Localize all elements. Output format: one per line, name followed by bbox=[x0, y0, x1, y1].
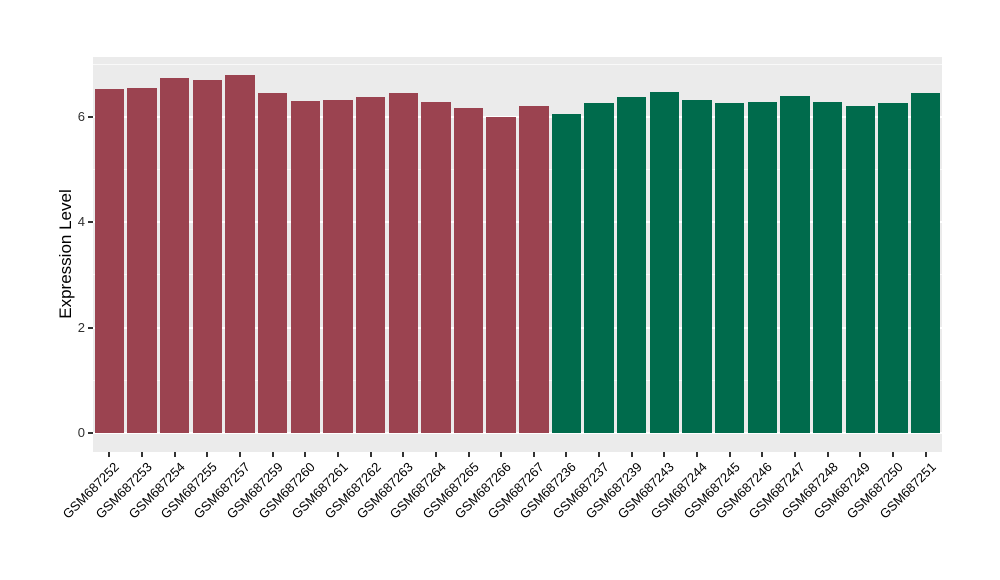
gridline-major bbox=[93, 115, 942, 118]
gridline-minor bbox=[93, 169, 942, 170]
y-tick-label: 0 bbox=[77, 425, 85, 440]
bar-GSM687244 bbox=[682, 99, 712, 433]
bar-GSM687248 bbox=[813, 101, 843, 433]
x-tick-mark bbox=[434, 452, 437, 457]
bar-GSM687259 bbox=[257, 92, 288, 433]
x-tick-mark bbox=[663, 452, 666, 457]
x-tick-mark bbox=[892, 452, 895, 457]
x-tick-mark bbox=[140, 452, 143, 457]
y-tick-mark bbox=[88, 221, 93, 224]
bar-GSM687247 bbox=[780, 96, 810, 433]
bar-GSM687261 bbox=[323, 99, 353, 433]
x-tick-mark bbox=[238, 452, 241, 457]
x-tick-mark bbox=[402, 452, 405, 457]
gridline-minor bbox=[93, 274, 942, 276]
x-tick-mark bbox=[173, 452, 176, 457]
bar-GSM687252 bbox=[94, 89, 124, 433]
x-tick-mark bbox=[728, 452, 731, 457]
plot-panel bbox=[93, 57, 942, 452]
x-tick-mark bbox=[859, 452, 862, 457]
x-tick-mark bbox=[467, 452, 470, 457]
bar-GSM687253 bbox=[127, 87, 157, 433]
x-tick-mark bbox=[696, 452, 699, 457]
bar-GSM687266 bbox=[486, 116, 516, 433]
bar-GSM687265 bbox=[453, 107, 484, 433]
bar-GSM687264 bbox=[421, 101, 451, 433]
gridline-minor bbox=[93, 63, 942, 65]
x-tick-mark bbox=[630, 452, 633, 457]
x-tick-mark bbox=[598, 452, 601, 457]
bar-GSM687239 bbox=[617, 96, 647, 433]
bar-GSM687237 bbox=[584, 102, 614, 433]
bar-GSM687260 bbox=[290, 100, 320, 433]
x-tick-mark bbox=[108, 452, 111, 457]
bar-GSM687254 bbox=[159, 78, 190, 433]
bar-GSM687262 bbox=[355, 97, 386, 433]
x-tick-mark bbox=[761, 452, 764, 457]
bar-GSM687249 bbox=[845, 105, 876, 433]
bar-GSM687257 bbox=[225, 74, 255, 433]
x-tick-mark bbox=[565, 452, 568, 457]
y-tick-mark bbox=[88, 432, 93, 434]
bar-GSM687267 bbox=[519, 106, 549, 433]
y-tick-mark bbox=[88, 115, 93, 118]
y-tick-label: 4 bbox=[77, 214, 85, 230]
x-tick-mark bbox=[304, 452, 307, 457]
x-tick-mark bbox=[532, 452, 535, 457]
x-tick-mark bbox=[500, 452, 503, 457]
bar-GSM687263 bbox=[388, 93, 418, 433]
x-tick-mark bbox=[271, 452, 274, 457]
bar-GSM687255 bbox=[192, 79, 222, 433]
x-tick-mark bbox=[794, 452, 797, 457]
bar-GSM687236 bbox=[551, 113, 582, 433]
y-tick-mark bbox=[88, 326, 93, 329]
gridline-minor bbox=[93, 379, 942, 381]
bar-GSM687245 bbox=[715, 103, 745, 433]
bar-GSM687251 bbox=[910, 93, 941, 433]
bar-GSM687243 bbox=[649, 92, 680, 433]
x-tick-mark bbox=[206, 452, 209, 457]
bar-GSM687250 bbox=[878, 102, 908, 433]
x-tick-mark bbox=[369, 452, 372, 457]
y-tick-label: 6 bbox=[77, 108, 85, 124]
x-tick-mark bbox=[336, 452, 339, 457]
x-tick-mark bbox=[826, 452, 829, 457]
gridline-major bbox=[93, 221, 942, 224]
x-tick-mark bbox=[924, 452, 927, 457]
bar-GSM687246 bbox=[747, 101, 778, 433]
gridline-major bbox=[93, 326, 942, 329]
y-tick-label: 2 bbox=[77, 319, 85, 335]
gridline-major bbox=[93, 432, 942, 434]
y-axis-title: Expression Level bbox=[56, 189, 75, 319]
